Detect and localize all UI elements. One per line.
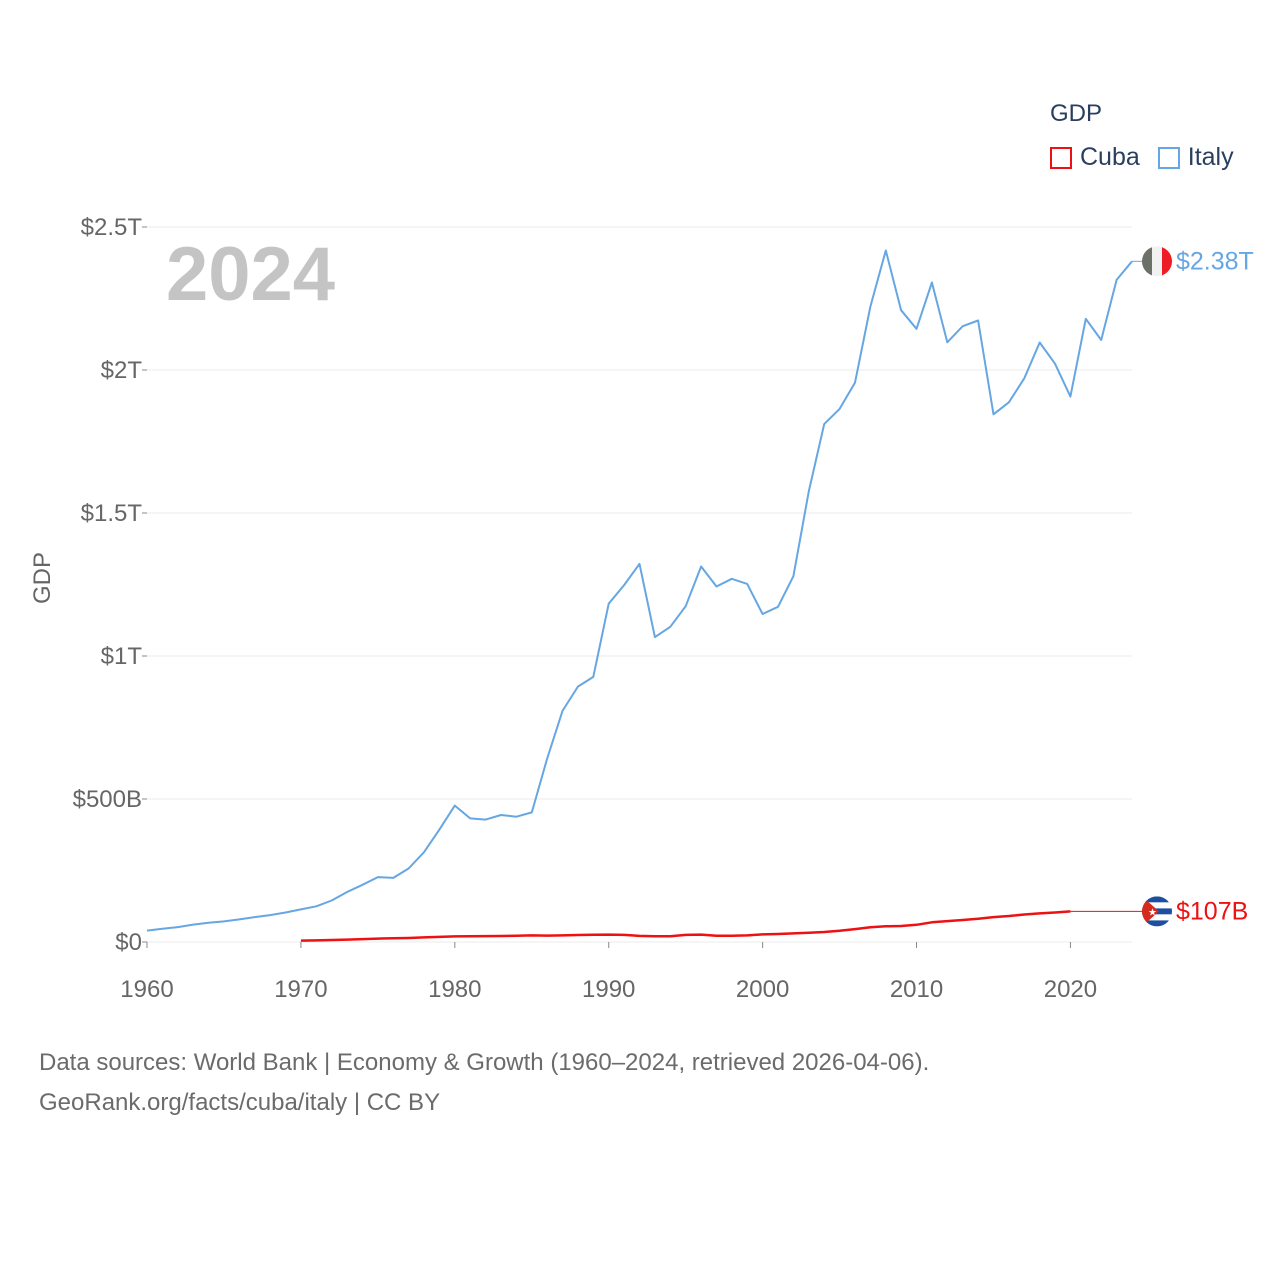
year-watermark: 2024 bbox=[166, 232, 335, 317]
end-markers: $2.38T ★ $107B bbox=[1070, 246, 1254, 927]
x-tick-label: 2000 bbox=[736, 976, 789, 1003]
x-tick-label: 1980 bbox=[428, 976, 481, 1003]
series-line-italy bbox=[146, 249, 1133, 932]
legend-swatch-italy bbox=[1157, 146, 1180, 169]
legend-swatch-cuba bbox=[1050, 146, 1072, 169]
legend-item-italy[interactable]: Italy bbox=[1157, 143, 1234, 172]
x-tick-label: 1990 bbox=[582, 976, 635, 1003]
y-tick-label: $0 bbox=[115, 929, 142, 956]
legend-label-cuba: Cuba bbox=[1080, 143, 1140, 171]
y-axis-label: GDP bbox=[29, 552, 56, 604]
x-axis-ticks: 1960 1970 1980 1990 2000 2010 2020 bbox=[120, 942, 1097, 1003]
y-tick-label: $2T bbox=[101, 357, 143, 384]
series-lines bbox=[146, 249, 1133, 942]
svg-text:★: ★ bbox=[1148, 907, 1157, 918]
y-tick-label: $1T bbox=[101, 643, 143, 670]
x-tick-label: 2010 bbox=[890, 976, 943, 1003]
italy-flag-icon bbox=[1142, 246, 1172, 277]
gridlines bbox=[147, 226, 1132, 943]
footer: Data sources: World Bank | Economy & Gro… bbox=[39, 1043, 929, 1123]
y-tick-label: $500B bbox=[73, 786, 142, 813]
y-tick-label: $1.5T bbox=[81, 500, 143, 527]
end-value-label-italy: $2.38T bbox=[1176, 247, 1254, 275]
x-tick-label: 1960 bbox=[120, 976, 173, 1003]
series-line-cuba bbox=[300, 910, 1071, 942]
y-axis-ticks: $0 $500B $1T $1.5T $2T $2.5T bbox=[73, 214, 147, 956]
cuba-flag-icon: ★ bbox=[1142, 896, 1172, 927]
y-tick-label: $2.5T bbox=[81, 214, 143, 241]
end-value-label-cuba: $107B bbox=[1176, 897, 1248, 925]
x-tick-label: 1970 bbox=[274, 976, 327, 1003]
legend-item-cuba[interactable]: Cuba bbox=[1050, 143, 1140, 172]
data-source-text: Data sources: World Bank | Economy & Gro… bbox=[39, 1049, 930, 1076]
legend: Cuba Italy bbox=[1050, 143, 1252, 172]
x-tick-label: 2020 bbox=[1044, 976, 1097, 1003]
attribution-text: GeoRank.org/facts/cuba/italy | CC BY bbox=[39, 1089, 441, 1116]
legend-label-italy: Italy bbox=[1187, 143, 1234, 171]
legend-title: GDP bbox=[1050, 100, 1103, 127]
